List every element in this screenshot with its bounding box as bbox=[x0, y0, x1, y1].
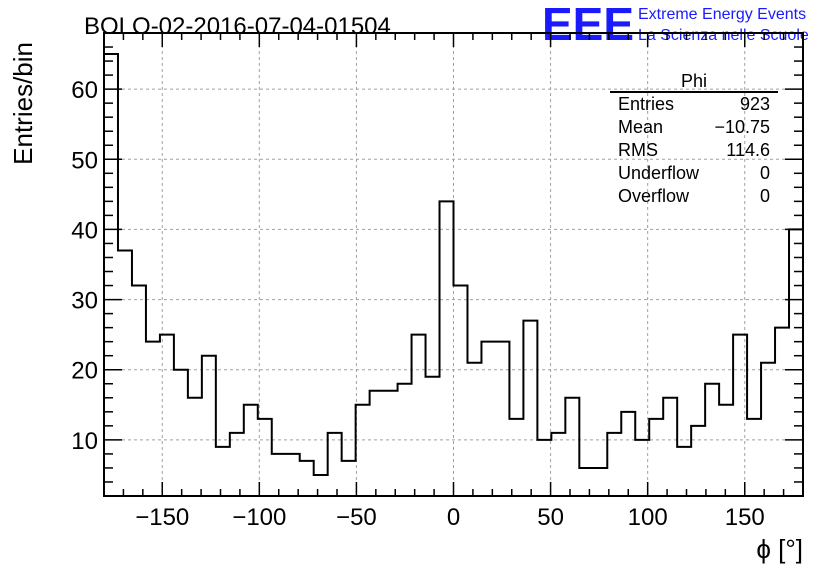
y-tick-label: 30 bbox=[71, 288, 98, 315]
stats-row-value: 114.6 bbox=[726, 140, 770, 160]
histogram-outline bbox=[103, 53, 804, 496]
x-tick-labels: −150 −100 −50 0 50 100 150 bbox=[135, 504, 765, 531]
brand-line-1: Extreme Energy Events bbox=[638, 6, 806, 23]
stats-row-label: RMS bbox=[618, 140, 658, 160]
x-tick-label: −150 bbox=[135, 504, 189, 531]
y-tick-label: 10 bbox=[71, 428, 98, 455]
stats-box-name: Phi bbox=[681, 71, 707, 91]
stats-row-label: Entries bbox=[618, 94, 674, 114]
x-tick-label: −100 bbox=[232, 504, 286, 531]
y-tick-labels: 10 20 30 40 50 60 bbox=[71, 77, 98, 455]
x-axis-title: ϕ [°] bbox=[756, 534, 803, 564]
x-tick-label: 0 bbox=[447, 504, 460, 531]
y-tick-label: 60 bbox=[71, 77, 98, 104]
x-tick-label: −50 bbox=[336, 504, 377, 531]
stats-row-value: −10.75 bbox=[714, 117, 770, 137]
axis-ticks bbox=[104, 33, 803, 496]
y-tick-label: 50 bbox=[71, 147, 98, 174]
eee-logo: EEE bbox=[542, 0, 634, 50]
y-tick-label: 40 bbox=[71, 217, 98, 244]
stats-row-label: Underflow bbox=[618, 163, 700, 183]
stats-row-value: 923 bbox=[740, 94, 770, 114]
stats-box: Phi Entries 923 Mean −10.75 RMS 114.6 Underflo… bbox=[610, 71, 778, 206]
brand-line-2: La Scienza nelle Scuole bbox=[638, 27, 809, 44]
stats-row-label: Mean bbox=[618, 117, 663, 137]
stats-row-label: Overflow bbox=[618, 186, 690, 206]
x-tick-label: 150 bbox=[725, 504, 765, 531]
chart-title: BOLO-02-2016-07-04-01504 bbox=[84, 13, 391, 40]
y-axis-title: Entries/bin bbox=[8, 42, 38, 165]
x-tick-label: 50 bbox=[537, 504, 564, 531]
y-tick-label: 20 bbox=[71, 358, 98, 385]
stats-row-value: 0 bbox=[760, 163, 770, 183]
x-tick-label: 100 bbox=[628, 504, 668, 531]
stats-row-value: 0 bbox=[760, 186, 770, 206]
